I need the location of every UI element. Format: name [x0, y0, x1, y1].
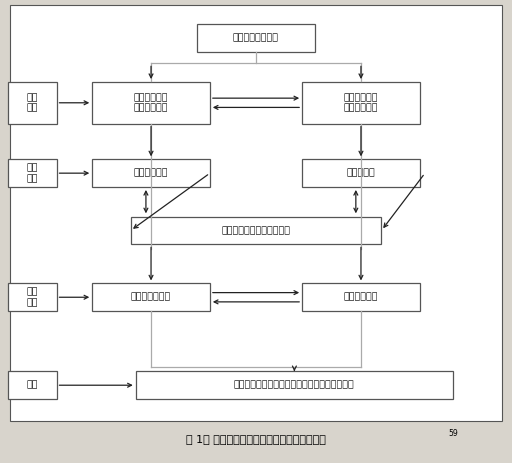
FancyBboxPatch shape	[8, 159, 56, 187]
Text: 能源供應保障
（供應安全）: 能源供應保障 （供應安全）	[134, 93, 168, 113]
FancyBboxPatch shape	[197, 24, 315, 52]
Text: 能源需求面管理: 能源需求面管理	[131, 293, 171, 302]
FancyBboxPatch shape	[131, 217, 381, 244]
FancyBboxPatch shape	[302, 82, 420, 124]
FancyBboxPatch shape	[302, 159, 420, 187]
FancyBboxPatch shape	[8, 283, 56, 311]
FancyBboxPatch shape	[302, 283, 420, 311]
Text: 目標: 目標	[27, 381, 38, 390]
Text: 政策
領域: 政策 領域	[27, 288, 38, 307]
Text: 能源可持續性: 能源可持續性	[134, 169, 168, 178]
Text: 透過能源政策工具促進能源可持續性及利用安全: 透過能源政策工具促進能源可持續性及利用安全	[234, 381, 355, 390]
Text: 圖 1　 國家能源安全概念及構成相關關係示意: 圖 1 國家能源安全概念及構成相關關係示意	[186, 434, 326, 444]
Text: 三重
任務: 三重 任務	[27, 163, 38, 183]
Text: 環境安全性: 環境安全性	[347, 169, 375, 178]
Text: 能源、經濟與能源環境政策: 能源、經濟與能源環境政策	[222, 226, 290, 235]
FancyBboxPatch shape	[92, 283, 210, 311]
Text: 能源利用安全
（消費安全）: 能源利用安全 （消費安全）	[344, 93, 378, 113]
FancyBboxPatch shape	[8, 371, 56, 399]
Text: 59: 59	[449, 429, 459, 438]
FancyBboxPatch shape	[92, 82, 210, 124]
FancyBboxPatch shape	[136, 371, 453, 399]
FancyBboxPatch shape	[92, 159, 210, 187]
FancyBboxPatch shape	[8, 82, 56, 124]
Text: 基本
價值: 基本 價值	[27, 93, 38, 113]
Text: 能源效率管理: 能源效率管理	[344, 293, 378, 302]
Text: 國家能源安全戰略: 國家能源安全戰略	[233, 33, 279, 43]
